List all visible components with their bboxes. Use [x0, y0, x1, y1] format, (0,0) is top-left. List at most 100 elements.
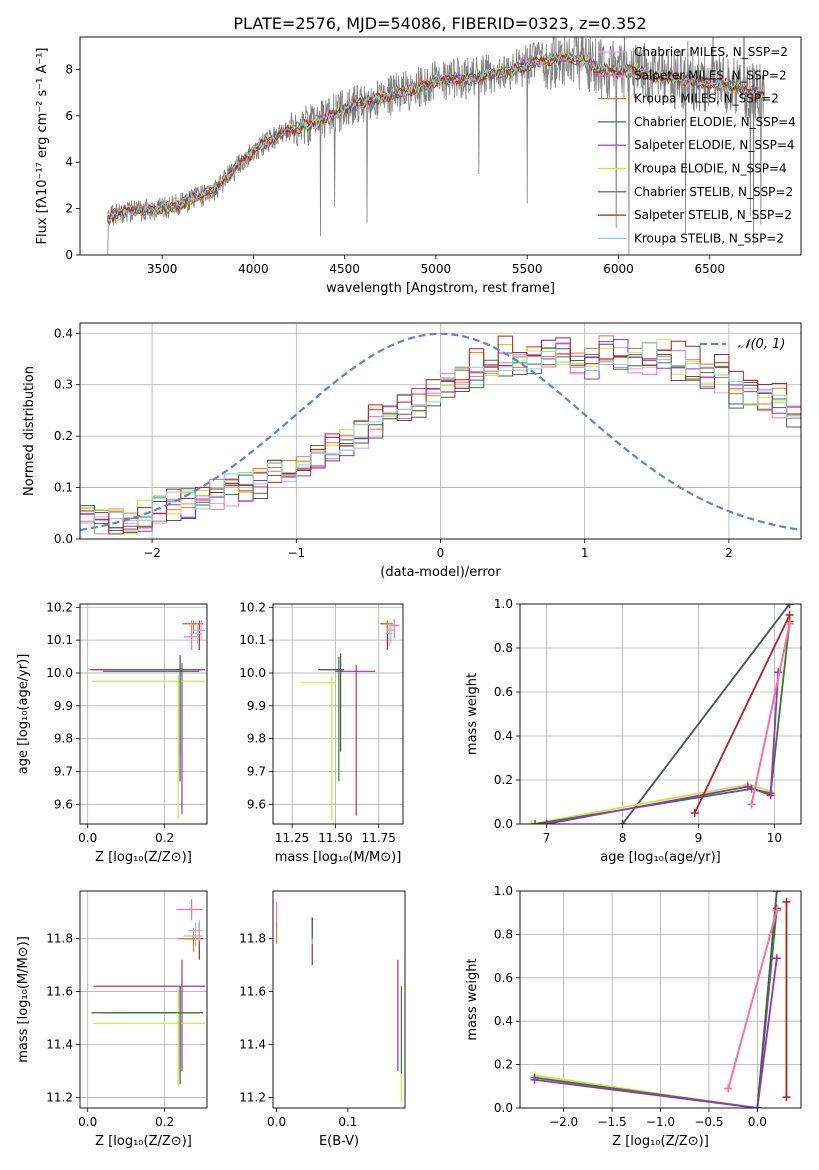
- x-tick-label: 0.1: [338, 1115, 357, 1129]
- histogram-kroupa_stelib: [80, 341, 801, 523]
- series-salpeter_stelib: [693, 614, 791, 814]
- y-tick-label: 0.6: [494, 971, 513, 985]
- x-tick-label: −1: [287, 546, 305, 560]
- marker-salpeter_elodie: [766, 791, 775, 800]
- y-tick-label: 9.6: [247, 797, 266, 811]
- y-tick-label: 0.2: [494, 1058, 513, 1072]
- x-tick-label: −1.5: [597, 1115, 626, 1129]
- x-axis-label: E(B-V): [319, 1134, 359, 1149]
- legend-label-salpeter_elodie: Salpeter ELODIE, N_SSP=4: [634, 138, 795, 152]
- legend-label-kroupa_stelib: Kroupa STELIB, N_SSP=2: [634, 231, 784, 245]
- chart-residuals: −2 −1 0 1 2 0.0 0.1 0.2 0.3 0.4 (data-model)/error…: [22, 322, 802, 580]
- x-tick-label: −0.5: [694, 1115, 723, 1129]
- x-tick-label: 0.0: [748, 1115, 767, 1129]
- x-tick-label: 0.0: [78, 1115, 97, 1129]
- x-axis-label: (data-model)/error: [380, 565, 501, 580]
- legend-label-salpeter_miles: Salpeter MILES, N_SSP=2: [634, 68, 787, 82]
- y-tick-label: 10.2: [239, 600, 266, 614]
- x-tick-label: 0.2: [155, 831, 174, 845]
- y-tick-label: 10.0: [46, 666, 73, 680]
- chart-massweight_vs_Z: −2.0 −1.5 −1.0 −0.5 0.0 0.0 0.2 0.4 0.6 0.8 1.0 Z […: [465, 884, 802, 1149]
- x-tick-label: 9: [695, 831, 703, 845]
- y-tick-label: 11.2: [46, 1090, 73, 1104]
- y-tick-label: 0.8: [494, 641, 513, 655]
- y-tick-label: 9.8: [247, 732, 266, 746]
- histogram-chabrier_elodie: [80, 354, 801, 534]
- legend-label-chabrier_miles: Chabrier MILES, N_SSP=2: [634, 45, 788, 59]
- x-tick-label: −2.0: [549, 1115, 578, 1129]
- x-tick-label: 6500: [694, 262, 725, 276]
- marker-salpeter_stelib: [782, 897, 791, 906]
- axes-frame: [519, 890, 802, 1109]
- y-tick-label: 9.9: [247, 699, 266, 713]
- y-tick-label: 11.8: [239, 932, 266, 946]
- x-tick-label: −2: [143, 546, 161, 560]
- axes-frame: [79, 322, 802, 540]
- marker-chabrier_stelib: [785, 604, 794, 608]
- x-tick-label: 8: [619, 831, 627, 845]
- x-axis-label: mass [log₁₀(M/M⊙)]: [275, 850, 402, 865]
- y-tick-label: 11.8: [46, 932, 73, 946]
- marker-salpeter_miles: [747, 800, 756, 809]
- y-tick-label: 0.0: [494, 817, 513, 831]
- marker-salpeter_elodie: [743, 782, 752, 791]
- y-tick-label: 6: [65, 109, 73, 123]
- series-kroupa_elodie: [531, 621, 791, 824]
- x-tick-label: 5500: [512, 262, 543, 276]
- y-tick-label: 10.2: [46, 600, 73, 614]
- series-kroupa_elodie: [534, 908, 778, 1108]
- plot-area-mass_vs_Z: [80, 891, 207, 1108]
- model-line-kroupa_stelib: [106, 51, 765, 223]
- y-tick-label: 0.6: [494, 685, 513, 699]
- y-tick-label: 0.2: [494, 773, 513, 787]
- y-axis-label: Normed distribution: [22, 366, 37, 496]
- x-axis-label: Z [log₁₀(Z/Z⊙)]: [95, 1134, 192, 1149]
- normal-curve: [80, 332, 801, 532]
- x-tick-label: 6000: [603, 262, 634, 276]
- y-tick-label: 9.6: [54, 797, 73, 811]
- x-tick-label: 0.0: [78, 831, 97, 845]
- y-tick-label: 0.3: [54, 378, 73, 392]
- legend-label-kroupa_miles: Kroupa MILES, N_SSP=2: [634, 92, 779, 106]
- y-axis-label: age [log₁₀(age/yr)]: [16, 654, 31, 775]
- y-tick-label: 0.0: [494, 1101, 513, 1115]
- x-tick-label: 2: [725, 546, 733, 560]
- y-tick-label: 0: [65, 248, 73, 262]
- model-line-chabrier_stelib: [107, 53, 765, 222]
- series-chabrier_stelib: [756, 891, 778, 1108]
- y-tick-label: 0.0: [54, 532, 73, 546]
- plot-area-massweight_vs_age: [520, 604, 801, 824]
- x-tick-label: 11.50: [318, 831, 352, 845]
- marker-chabrier_elodie: [531, 820, 540, 824]
- y-tick-label: 11.6: [239, 985, 266, 999]
- marker-salpeter_stelib: [690, 809, 699, 817]
- y-tick-label: 11.4: [239, 1037, 266, 1051]
- y-axis-label: Flux [fλ10⁻¹⁷ erg cm⁻² s⁻¹ A⁻¹]: [35, 48, 50, 245]
- axes-frame: [519, 603, 802, 825]
- x-axis-label: age [log₁₀(age/yr)]: [600, 850, 721, 865]
- chart-spectrum: 3500 4000 4500 5000 5500 6000 6500 0 2 4 6 8 wavelen…: [35, 36, 802, 296]
- plot-area-spectrum: [106, 37, 765, 255]
- y-tick-label: 10.0: [239, 666, 266, 680]
- histogram-kroupa_miles: [80, 335, 801, 529]
- axes-frame: [79, 890, 208, 1109]
- histogram-chabrier_miles: [80, 342, 801, 529]
- marker-chabrier_stelib: [618, 820, 627, 824]
- x-tick-label: 11.75: [362, 831, 396, 845]
- series-chabrier_stelib: [621, 604, 791, 824]
- axes-frame: [79, 36, 802, 256]
- chart-mass_vs_ebv: 0.0 0.1 11.2 11.4 11.6 11.8 E(B-V): [239, 890, 406, 1149]
- x-tick-label: 0.0: [267, 1115, 286, 1129]
- y-tick-label: 1.0: [494, 884, 513, 898]
- x-tick-label: 10: [767, 831, 782, 845]
- x-tick-label: 3500: [147, 262, 178, 276]
- chart-massweight_vs_age: 7 8 9 10 0.0 0.2 0.4 0.6 0.8 1.0 age [log₁₀(age/yr…: [465, 597, 802, 865]
- marker-salpeter_elodie: [772, 954, 781, 963]
- axes-frame: [79, 603, 208, 825]
- y-tick-label: 0.4: [494, 729, 513, 743]
- series-salpeter_elodie: [546, 672, 780, 824]
- axes-frame: [272, 603, 404, 825]
- series-salpeter_miles: [750, 623, 791, 805]
- x-tick-label: 4500: [329, 262, 360, 276]
